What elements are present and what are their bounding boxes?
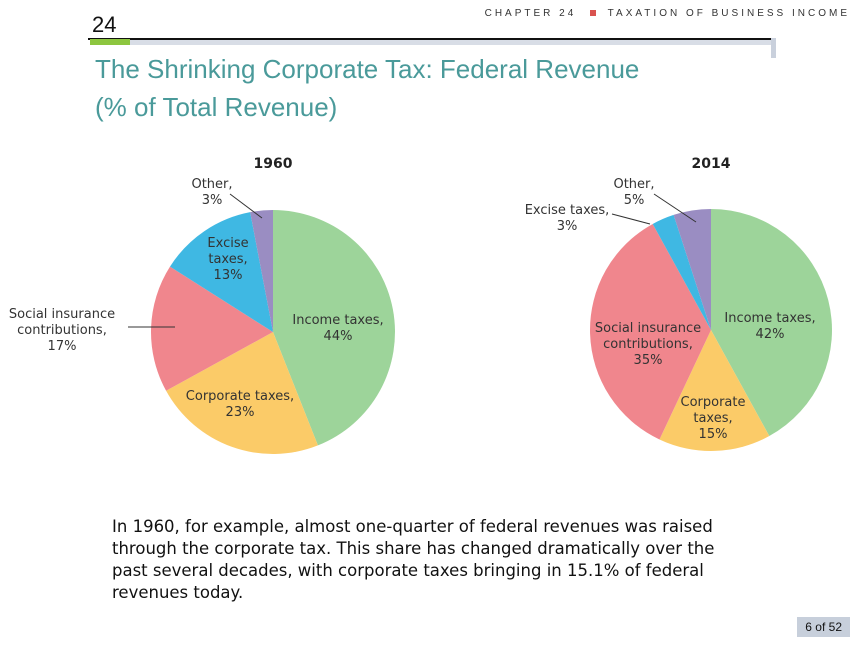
chart-title: 2014 bbox=[692, 156, 731, 172]
pie-slice bbox=[166, 332, 318, 454]
leader-line bbox=[611, 213, 651, 225]
leader-line bbox=[653, 193, 697, 223]
pie-slice bbox=[590, 223, 711, 440]
slice-label: Income taxes, 42% bbox=[724, 311, 815, 342]
slice-label: Social insurance contributions, 35% bbox=[595, 321, 701, 368]
chapter-number: 24 bbox=[92, 12, 117, 37]
pie-slice bbox=[169, 212, 273, 332]
pie-slice bbox=[711, 209, 832, 437]
pie-slice bbox=[273, 210, 395, 446]
chapter-label: CHAPTER 24 bbox=[484, 8, 577, 19]
leader-line bbox=[229, 193, 263, 219]
slide-title: The Shrinking Corporate Tax: Federal Rev… bbox=[95, 50, 795, 126]
pie-slice bbox=[151, 266, 273, 391]
slice-label: Social insurance contributions, 17% bbox=[9, 307, 115, 354]
chart-title: 1960 bbox=[254, 156, 293, 172]
pie-slice bbox=[250, 210, 273, 332]
header-rule-shadow bbox=[90, 40, 775, 45]
slice-label: Other, 3% bbox=[191, 177, 232, 208]
chapter-header: CHAPTER 24 TAXATION OF BUSINESS INCOME bbox=[485, 8, 850, 19]
slice-label: Excise taxes, 3% bbox=[525, 203, 610, 234]
slice-label: Corporate taxes, 15% bbox=[681, 395, 746, 442]
slice-label: Other, 5% bbox=[613, 177, 654, 208]
slide-title-line-1: The Shrinking Corporate Tax: Federal Rev… bbox=[95, 54, 640, 84]
header-rule-end bbox=[771, 38, 776, 58]
slice-label: Corporate taxes, 23% bbox=[186, 389, 294, 420]
page-counter: 6 of 52 bbox=[797, 617, 850, 637]
caption-text: In 1960, for example, almost one-quarter… bbox=[112, 517, 715, 602]
slice-label: Excise taxes, 13% bbox=[207, 236, 248, 283]
header-rule bbox=[88, 38, 775, 40]
slide-title-line-2: (% of Total Revenue) bbox=[95, 92, 338, 122]
pie-slice bbox=[673, 209, 711, 330]
pie-chart-1960: 1960 Income taxes, 44% Corporate taxes, 23% S… bbox=[9, 156, 395, 454]
pie-slice bbox=[659, 330, 770, 451]
chapter-title: TAXATION OF BUSINESS INCOME bbox=[607, 8, 850, 19]
pie-chart-2014: 2014 Income taxes, 42% Corporate taxes, 15% So… bbox=[525, 156, 832, 451]
slice-label: Income taxes, 44% bbox=[292, 313, 383, 344]
bullet-icon bbox=[590, 9, 597, 16]
chapter-accent-bar bbox=[90, 39, 130, 45]
pie-slice bbox=[652, 214, 711, 330]
